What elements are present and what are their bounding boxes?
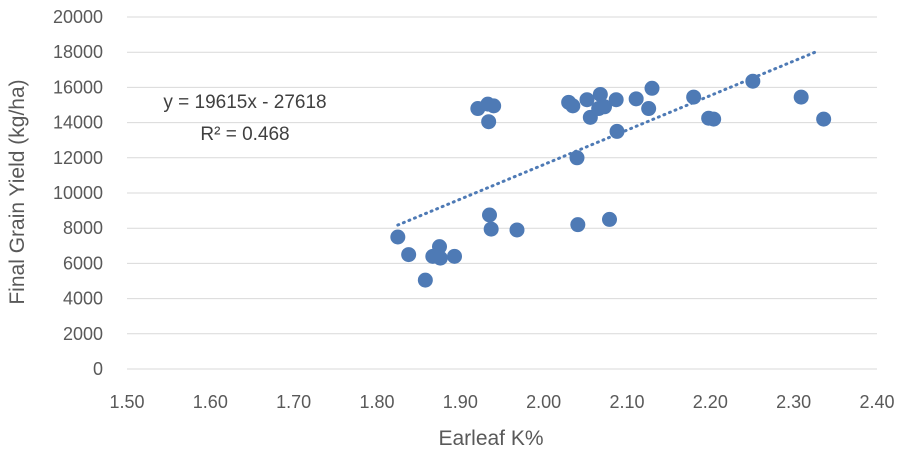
gridlines: [127, 16, 877, 335]
data-point: [602, 211, 617, 227]
data-point: [745, 73, 761, 89]
x-tick-label: 2.30: [776, 392, 811, 412]
data-point: [608, 92, 624, 108]
r-squared-label: R² = 0.468: [200, 124, 289, 145]
trendline-equation: y = 19615x - 27618: [163, 92, 326, 113]
data-point: [482, 207, 497, 223]
x-tick-label: 2.10: [609, 392, 644, 412]
x-tick-label: 1.70: [276, 392, 311, 412]
data-point: [592, 86, 608, 102]
data-point: [569, 150, 585, 166]
y-axis-ticks: 0 2000 4000 6000 8000 10000 12000 14000 16000 180…: [53, 7, 103, 379]
data-point: [628, 91, 644, 107]
x-tick-label: 1.60: [193, 392, 228, 412]
data-point: [706, 111, 722, 127]
data-point: [481, 114, 497, 130]
data-point: [390, 229, 406, 245]
data-point: [793, 89, 809, 105]
data-point: [609, 123, 625, 139]
data-point: [401, 247, 417, 263]
data-point: [641, 101, 657, 117]
y-tick-label: 0: [93, 359, 103, 379]
x-tick-label: 1.90: [443, 392, 478, 412]
data-point: [686, 89, 702, 105]
data-point: [447, 248, 462, 264]
data-point: [565, 98, 581, 114]
y-tick-label: 16000: [53, 77, 103, 97]
data-point: [432, 250, 448, 266]
data-point: [597, 99, 612, 115]
y-tick-label: 18000: [53, 42, 103, 62]
data-point: [417, 272, 433, 288]
data-point: [644, 80, 660, 96]
x-tick-label: 1.80: [359, 392, 394, 412]
data-point: [483, 221, 499, 237]
y-axis-title: Final Grain Yield (kg/ha): [6, 79, 29, 304]
data-point: [816, 111, 832, 127]
y-tick-label: 20000: [53, 7, 103, 27]
data-points: [390, 73, 832, 288]
y-tick-label: 8000: [63, 218, 103, 238]
data-point: [486, 98, 502, 114]
data-point: [432, 239, 447, 255]
data-point: [570, 217, 586, 233]
x-axis-ticks: 1.50 1.60 1.70 1.80 1.90 2.00 2.10 2.20 2.30 2.40: [109, 392, 894, 412]
y-tick-label: 2000: [63, 324, 103, 344]
data-point: [579, 92, 595, 108]
x-tick-label: 2.20: [693, 392, 728, 412]
y-tick-label: 4000: [63, 289, 103, 309]
x-axis-title: Earleaf K%: [438, 427, 543, 450]
y-tick-label: 12000: [53, 148, 103, 168]
data-point: [509, 222, 525, 238]
y-tick-label: 14000: [53, 113, 103, 133]
x-tick-label: 2.00: [526, 392, 561, 412]
x-tick-label: 1.50: [109, 392, 144, 412]
y-tick-label: 10000: [53, 183, 103, 203]
x-tick-label: 2.40: [859, 392, 894, 412]
y-tick-label: 6000: [63, 253, 103, 273]
